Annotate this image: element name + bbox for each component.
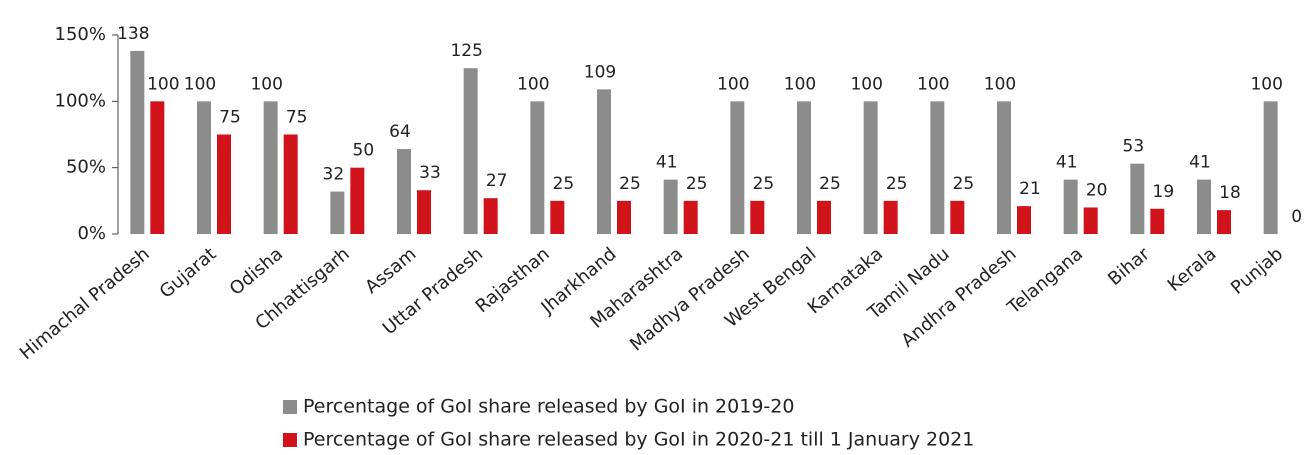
bar bbox=[463, 68, 478, 235]
x-tick-label: Andhra Pradesh bbox=[897, 244, 1020, 352]
data-label: 100 bbox=[147, 74, 179, 94]
data-label: 109 bbox=[584, 62, 616, 82]
bar bbox=[950, 200, 965, 234]
bar bbox=[1263, 101, 1278, 234]
data-label: 100 bbox=[984, 74, 1016, 94]
data-label: 41 bbox=[656, 153, 678, 173]
data-label: 41 bbox=[1056, 153, 1078, 173]
data-label: 75 bbox=[286, 108, 308, 128]
data-label: 18 bbox=[1219, 183, 1241, 203]
data-label: 64 bbox=[389, 122, 411, 142]
legend-swatch bbox=[283, 433, 297, 447]
data-label: 0 bbox=[1291, 207, 1302, 227]
bar bbox=[997, 101, 1011, 234]
bar bbox=[863, 101, 878, 234]
data-label: 33 bbox=[419, 163, 441, 183]
data-label: 100 bbox=[184, 74, 216, 94]
bar bbox=[930, 101, 945, 234]
bar bbox=[883, 200, 898, 234]
data-label: 41 bbox=[1189, 153, 1211, 173]
data-label: 25 bbox=[886, 174, 908, 194]
data-label: 75 bbox=[219, 108, 241, 128]
data-label: 138 bbox=[117, 24, 149, 44]
bar bbox=[330, 191, 345, 234]
data-label: 25 bbox=[953, 174, 975, 194]
bar bbox=[683, 200, 698, 234]
y-tick-label: 150% bbox=[55, 24, 106, 45]
bar bbox=[197, 101, 211, 234]
bar bbox=[1017, 206, 1031, 234]
bar bbox=[217, 134, 231, 234]
data-label: 25 bbox=[753, 174, 775, 194]
bar bbox=[1150, 208, 1165, 234]
x-tick-label: Odisha bbox=[226, 244, 287, 300]
x-tick-label: Assam bbox=[361, 244, 420, 298]
y-tick-label: 50% bbox=[66, 157, 106, 178]
data-label: 100 bbox=[917, 74, 949, 94]
bar bbox=[730, 101, 745, 234]
data-label: 100 bbox=[517, 74, 549, 94]
y-tick-label: 100% bbox=[55, 90, 106, 111]
data-label: 100 bbox=[784, 74, 816, 94]
bar bbox=[597, 89, 611, 234]
bar bbox=[263, 101, 278, 234]
bar bbox=[1063, 179, 1078, 234]
bar bbox=[750, 200, 765, 234]
data-label: 50 bbox=[353, 141, 375, 161]
data-label: 21 bbox=[1019, 179, 1041, 199]
data-label: 32 bbox=[323, 165, 345, 185]
bar bbox=[617, 200, 631, 234]
legend-label: Percentage of GoI share released by GoI … bbox=[303, 429, 974, 451]
bar bbox=[530, 101, 545, 234]
data-label: 100 bbox=[250, 74, 282, 94]
x-tick-label: Punjab bbox=[1227, 244, 1287, 299]
x-tick-label: Madhya Pradesh bbox=[626, 244, 754, 356]
bar bbox=[397, 149, 411, 234]
legend-label: Percentage of GoI share released by GoI … bbox=[303, 396, 794, 418]
x-tick-label: Kerala bbox=[1164, 244, 1221, 296]
data-label: 20 bbox=[1086, 180, 1108, 200]
data-label: 19 bbox=[1153, 182, 1175, 202]
bar bbox=[150, 101, 165, 234]
bar bbox=[817, 200, 831, 234]
data-label: 25 bbox=[619, 174, 641, 194]
bar bbox=[1130, 163, 1145, 234]
legend-swatch bbox=[283, 400, 297, 414]
bar bbox=[797, 101, 811, 234]
bar bbox=[1083, 207, 1098, 234]
data-label: 100 bbox=[1250, 74, 1282, 94]
data-label: 25 bbox=[553, 174, 575, 194]
data-label: 25 bbox=[819, 174, 841, 194]
data-label: 27 bbox=[486, 171, 508, 191]
data-label: 53 bbox=[1123, 137, 1145, 157]
y-tick-label: 0% bbox=[77, 223, 106, 244]
bar bbox=[417, 190, 431, 234]
bar bbox=[350, 167, 365, 234]
bar bbox=[130, 50, 145, 234]
bar bbox=[550, 200, 565, 234]
x-tick-label: Gujarat bbox=[156, 244, 221, 303]
bar bbox=[1197, 179, 1211, 234]
data-label: 125 bbox=[450, 41, 482, 61]
bar bbox=[663, 179, 678, 234]
bar bbox=[483, 198, 498, 234]
bar bbox=[1217, 210, 1231, 234]
data-label: 100 bbox=[850, 74, 882, 94]
data-label: 100 bbox=[717, 74, 749, 94]
bar bbox=[283, 134, 298, 234]
x-tick-label: Himachal Pradesh bbox=[16, 244, 154, 364]
data-label: 25 bbox=[686, 174, 708, 194]
x-tick-label: Bihar bbox=[1104, 243, 1154, 290]
